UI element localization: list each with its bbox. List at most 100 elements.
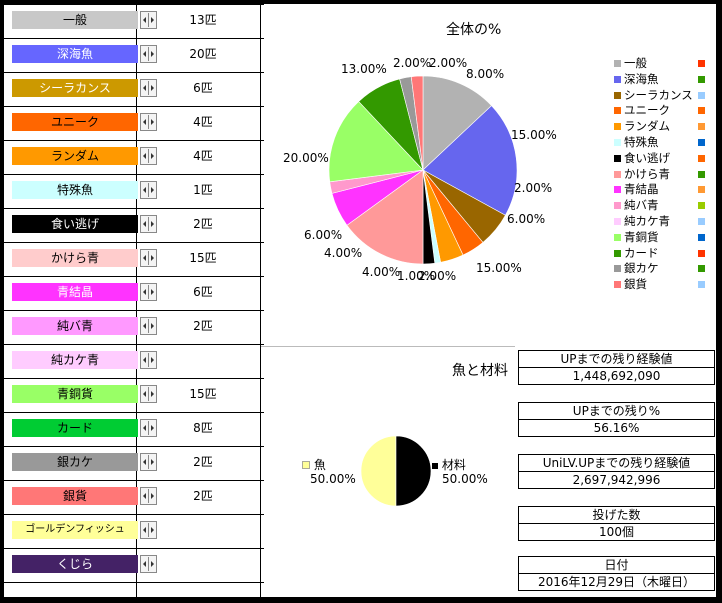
pie-slice <box>346 169 424 265</box>
thrown-box: 投げた数 100個 <box>518 506 715 541</box>
arrow-left-icon[interactable] <box>143 221 146 227</box>
arrow-right-icon[interactable] <box>151 323 154 329</box>
legend-label: 青銅貨 <box>624 229 659 244</box>
spinner-control[interactable] <box>140 113 157 131</box>
pie-data-label: 4.00% <box>324 246 362 260</box>
arrow-right-icon[interactable] <box>151 51 154 57</box>
arrow-left-icon[interactable] <box>143 493 146 499</box>
arrow-left-icon[interactable] <box>143 153 146 159</box>
item-row: 銀貨 2匹 <box>4 480 264 514</box>
legend-marker <box>698 265 705 273</box>
pie-data-label: 20.00% <box>283 151 329 165</box>
item-label: 特殊魚 <box>12 181 138 199</box>
legend-marker <box>698 123 705 131</box>
pie-slice <box>328 101 424 183</box>
arrow-left-icon[interactable] <box>143 17 146 23</box>
item-row: 食い逃げ 2匹 <box>4 208 264 242</box>
arrow-left-icon[interactable] <box>143 391 146 397</box>
spinner-control[interactable] <box>140 215 157 233</box>
item-label: 銀貨 <box>12 487 138 505</box>
exp-label: UPまでの残り経験値 <box>519 351 714 368</box>
arrow-right-icon[interactable] <box>151 527 154 533</box>
arrow-right-icon[interactable] <box>151 17 154 23</box>
pie-data-label: 2.00% <box>429 56 467 70</box>
spinner-control[interactable] <box>140 351 157 369</box>
item-label: 純バ青 <box>12 317 138 335</box>
arrow-right-icon[interactable] <box>151 459 154 465</box>
arrow-right-icon[interactable] <box>151 221 154 227</box>
spinner-control[interactable] <box>140 11 157 29</box>
legend-marker <box>698 75 705 83</box>
arrow-left-icon[interactable] <box>143 527 146 533</box>
item-row: 銀カケ 2匹 <box>4 446 264 480</box>
arrow-right-icon[interactable] <box>151 289 154 295</box>
arrow-right-icon[interactable] <box>151 187 154 193</box>
pie-data-label: 6.00% <box>304 228 342 242</box>
pie-data-label: 4.00% <box>362 265 400 279</box>
exp-box: UPまでの残り経験値 1,448,692,090 <box>518 350 715 385</box>
arrow-left-icon[interactable] <box>143 51 146 57</box>
item-row: かけら青 15匹 <box>4 242 264 276</box>
item-count: 15匹 <box>189 387 217 401</box>
legend-marker <box>698 91 705 99</box>
legend-fish: 魚 <box>302 456 326 473</box>
item-row: 一般 13匹 <box>4 4 264 38</box>
arrow-right-icon[interactable] <box>151 85 154 91</box>
legend-swatch <box>614 154 621 162</box>
arrow-left-icon[interactable] <box>143 459 146 465</box>
item-count: 4匹 <box>193 115 213 129</box>
spinner-control[interactable] <box>140 453 157 471</box>
legend-material-label: 材料 <box>441 458 466 472</box>
spinner-control[interactable] <box>140 487 157 505</box>
pie-slice <box>422 75 492 171</box>
arrow-right-icon[interactable] <box>151 425 154 431</box>
pie-data-label: 15.00% <box>511 128 557 142</box>
spinner-control[interactable] <box>140 147 157 165</box>
arrow-right-icon[interactable] <box>151 255 154 261</box>
legend-label: シーラカンス <box>624 87 693 102</box>
item-label: くじら <box>12 555 138 573</box>
arrow-right-icon[interactable] <box>151 391 154 397</box>
arrow-right-icon[interactable] <box>151 153 154 159</box>
item-row: ユニーク 4匹 <box>4 106 264 140</box>
pct-box: UPまでの残り% 56.16% <box>518 402 715 437</box>
pie-data-label: 2.00% <box>514 181 552 195</box>
arrow-right-icon[interactable] <box>151 357 154 363</box>
arrow-left-icon[interactable] <box>143 357 146 363</box>
arrow-left-icon[interactable] <box>143 85 146 91</box>
legend-swatch <box>614 139 621 146</box>
item-label: ランダム <box>12 147 138 165</box>
item-row: 青結晶 6匹 <box>4 276 264 310</box>
arrow-left-icon[interactable] <box>143 119 146 125</box>
arrow-left-icon[interactable] <box>143 289 146 295</box>
spinner-control[interactable] <box>140 249 157 267</box>
arrow-left-icon[interactable] <box>143 561 146 567</box>
legend-label: 深海魚 <box>624 71 659 86</box>
legend-material-pct: 50.00% <box>442 472 488 486</box>
arrow-right-icon[interactable] <box>151 119 154 125</box>
arrow-left-icon[interactable] <box>143 425 146 431</box>
spinner-control[interactable] <box>140 45 157 63</box>
item-row: 青銅貨 15匹 <box>4 378 264 412</box>
spinner-control[interactable] <box>140 521 157 539</box>
spinner-control[interactable] <box>140 419 157 437</box>
spinner-control[interactable] <box>140 555 157 573</box>
arrow-left-icon[interactable] <box>143 323 146 329</box>
item-count: 2匹 <box>193 217 213 231</box>
spinner-control[interactable] <box>140 317 157 335</box>
pie-data-label: 2.00% <box>393 56 431 70</box>
spinner-control[interactable] <box>140 385 157 403</box>
spinner-control[interactable] <box>140 283 157 301</box>
legend-swatch <box>614 91 621 99</box>
spinner-control[interactable] <box>140 79 157 97</box>
legend-label: 銀カケ <box>624 261 659 276</box>
arrow-right-icon[interactable] <box>151 493 154 499</box>
arrow-right-icon[interactable] <box>151 561 154 567</box>
legend-material-swatch <box>432 463 438 469</box>
arrow-left-icon[interactable] <box>143 255 146 261</box>
arrow-left-icon[interactable] <box>143 187 146 193</box>
spinner-control[interactable] <box>140 181 157 199</box>
item-count: 8匹 <box>193 421 213 435</box>
item-label: カード <box>12 419 138 437</box>
item-row: ゴールデンフィッシュ <box>4 514 264 548</box>
